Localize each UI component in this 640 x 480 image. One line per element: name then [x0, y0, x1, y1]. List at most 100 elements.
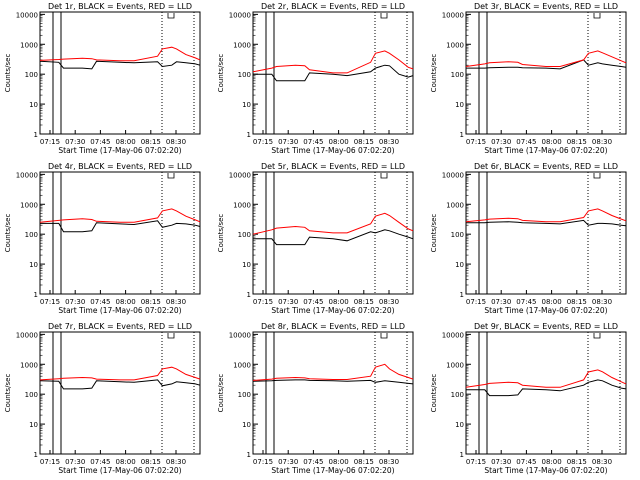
x-tick-label: 08:15 [567, 138, 587, 146]
plot-frame [252, 171, 414, 295]
x-axis-label: Start Time (17-May-06 07:02:20) [484, 306, 607, 315]
gap-marker [478, 11, 488, 135]
panel-title: Det 3r, BLACK = Events, RED = LLD [474, 2, 618, 11]
events-line [466, 219, 627, 227]
y-tick-label: 100 [25, 231, 38, 239]
flag-marker [167, 333, 175, 339]
plot-frame [465, 171, 627, 295]
gap-marker [478, 331, 488, 455]
plot-frame [39, 331, 201, 455]
x-tick-label: 08:00 [542, 458, 562, 466]
x-tick-label: 08:15 [141, 138, 161, 146]
y-axis-label: Counts/sec [4, 374, 12, 413]
x-tick-label: 08:30 [166, 298, 186, 306]
gap-marker [265, 11, 275, 135]
x-axis-label: Start Time (17-May-06 07:02:20) [58, 146, 181, 155]
x-tick-label: 07:30 [278, 138, 298, 146]
x-axis-label: Start Time (17-May-06 07:02:20) [58, 466, 181, 475]
y-axis-label: Counts/sec [217, 214, 225, 253]
x-tick-label: 07:45 [516, 298, 536, 306]
panel-2: Det 2r, BLACK = Events, RED = LLD 1 10 100 1… [217, 2, 414, 155]
y-tick-label: 1 [247, 131, 251, 139]
x-axis-label: Start Time (17-May-06 07:02:20) [271, 466, 394, 475]
x-tick-label: 07:45 [516, 458, 536, 466]
y-tick-label: 10 [242, 101, 251, 109]
x-tick-label: 07:30 [65, 298, 85, 306]
panel-title: Det 4r, BLACK = Events, RED = LLD [48, 162, 192, 171]
y-tick-label: 100 [25, 71, 38, 79]
x-tick-label: 08:30 [592, 138, 612, 146]
x-tick-label: 08:00 [329, 138, 349, 146]
x-tick-label: 07:45 [90, 458, 110, 466]
panel-8: Det 8r, BLACK = Events, RED = LLD 1 10 100 1… [217, 322, 414, 475]
flag-marker [167, 173, 175, 179]
x-tick-label: 07:15 [40, 458, 60, 466]
y-tick-label: 100 [451, 231, 464, 239]
gap-marker [52, 171, 62, 295]
panel-5: Det 5r, BLACK = Events, RED = LLD 1 10 100 1… [217, 162, 414, 315]
x-tick-label: 07:15 [253, 298, 273, 306]
x-tick-label: 08:00 [329, 298, 349, 306]
y-tick-label: 10 [455, 261, 464, 269]
x-tick-label: 07:30 [65, 138, 85, 146]
x-tick-label: 07:15 [40, 138, 60, 146]
y-tick-label: 1000 [233, 201, 251, 209]
x-tick-label: 07:30 [278, 458, 298, 466]
y-tick-label: 1 [34, 131, 38, 139]
lld-line [465, 50, 627, 67]
plot-frame [465, 11, 627, 135]
flag-marker [593, 333, 601, 339]
panel-4: Det 4r, BLACK = Events, RED = LLD 1 10 100 1… [4, 162, 201, 315]
plot-frame [465, 331, 627, 455]
y-tick-label: 1000 [20, 41, 38, 49]
panel-title: Det 6r, BLACK = Events, RED = LLD [474, 162, 618, 171]
y-tick-label: 100 [451, 391, 464, 399]
x-tick-label: 07:15 [253, 458, 273, 466]
x-tick-label: 08:30 [379, 458, 399, 466]
x-tick-label: 07:45 [303, 298, 323, 306]
panel-title: Det 2r, BLACK = Events, RED = LLD [261, 2, 405, 11]
x-tick-label: 08:30 [592, 458, 612, 466]
x-tick-label: 07:30 [491, 458, 511, 466]
x-tick-label: 07:45 [516, 138, 536, 146]
x-tick-label: 07:30 [491, 298, 511, 306]
x-tick-label: 08:15 [567, 298, 587, 306]
x-tick-label: 08:15 [354, 138, 374, 146]
plot-frame [39, 11, 201, 135]
x-tick-label: 08:00 [116, 458, 136, 466]
x-tick-label: 08:00 [329, 458, 349, 466]
y-tick-label: 10 [455, 421, 464, 429]
y-axis-label: Counts/sec [4, 54, 12, 93]
x-tick-label: 08:15 [141, 458, 161, 466]
y-axis-label: Counts/sec [430, 214, 438, 253]
y-tick-label: 10 [242, 421, 251, 429]
panel-9: Det 9r, BLACK = Events, RED = LLD 1 10 100 1… [430, 322, 627, 475]
y-tick-label: 1000 [233, 361, 251, 369]
y-tick-label: 1 [460, 451, 464, 459]
panel-1: Det 1r, BLACK = Events, RED = LLD 1 10 100 1… [4, 2, 201, 155]
x-axis-label: Start Time (17-May-06 07:02:20) [271, 146, 394, 155]
y-tick-label: 1 [460, 131, 464, 139]
x-tick-label: 07:45 [303, 458, 323, 466]
events-line [39, 60, 201, 70]
panel-7: Det 7r, BLACK = Events, RED = LLD 1 10 100 1… [4, 322, 201, 475]
y-axis-label: Counts/sec [217, 54, 225, 93]
panel-title: Det 5r, BLACK = Events, RED = LLD [261, 162, 405, 171]
y-axis-label: Counts/sec [430, 374, 438, 413]
y-tick-label: 1000 [20, 201, 38, 209]
gap-marker [265, 171, 275, 295]
x-tick-label: 07:30 [65, 458, 85, 466]
panel-6: Det 6r, BLACK = Events, RED = LLD 1 10 100 1… [430, 162, 627, 315]
events-line [39, 379, 201, 390]
y-tick-label: 10 [29, 101, 38, 109]
x-tick-label: 08:15 [354, 298, 374, 306]
x-axis-label: Start Time (17-May-06 07:02:20) [271, 306, 394, 315]
y-tick-label: 10000 [229, 11, 251, 19]
y-tick-label: 10000 [229, 171, 251, 179]
flag-marker [167, 13, 175, 19]
x-tick-label: 08:00 [116, 138, 136, 146]
x-tick-label: 08:00 [542, 138, 562, 146]
y-tick-label: 1 [460, 291, 464, 299]
y-tick-label: 10000 [16, 171, 38, 179]
